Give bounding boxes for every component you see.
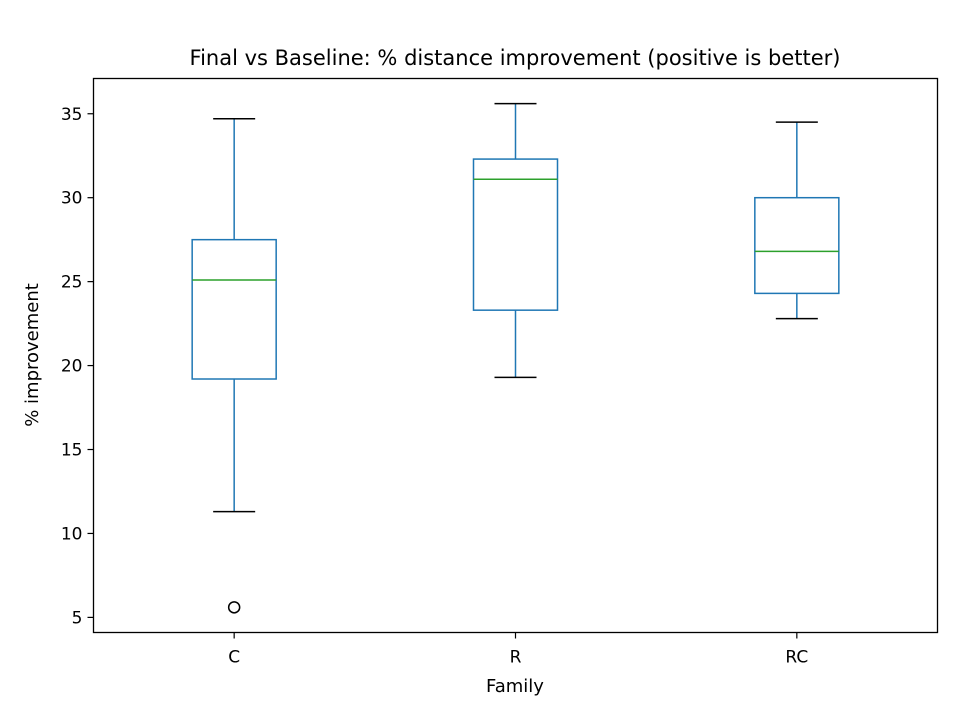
x-axis: C R RC [228, 632, 808, 668]
y-tick-label: 35 [61, 105, 83, 125]
y-axis: 5 10 15 20 25 30 35 [61, 105, 94, 628]
x-tick-label: C [228, 648, 240, 668]
box-group-c [191, 118, 277, 614]
iqr-box [191, 238, 277, 380]
plot-area [191, 102, 840, 614]
y-tick-label: 10 [61, 524, 83, 544]
y-tick-label: 25 [61, 273, 83, 293]
outlier-point [227, 601, 241, 614]
x-tick-label: R [510, 648, 522, 668]
iqr-box [472, 158, 559, 311]
x-axis-label: Family [486, 676, 544, 697]
x-tick-label: RC [785, 648, 808, 668]
box-group-rc [754, 121, 840, 320]
chart-title: Final vs Baseline: % distance improvemen… [190, 46, 841, 70]
box-group-r [472, 102, 559, 379]
y-tick-label: 5 [72, 608, 83, 628]
y-tick-label: 30 [61, 189, 83, 209]
y-tick-label: 20 [61, 357, 83, 377]
iqr-box [754, 196, 840, 295]
y-tick-label: 15 [61, 441, 83, 461]
y-axis-label: % improvement [22, 283, 43, 427]
